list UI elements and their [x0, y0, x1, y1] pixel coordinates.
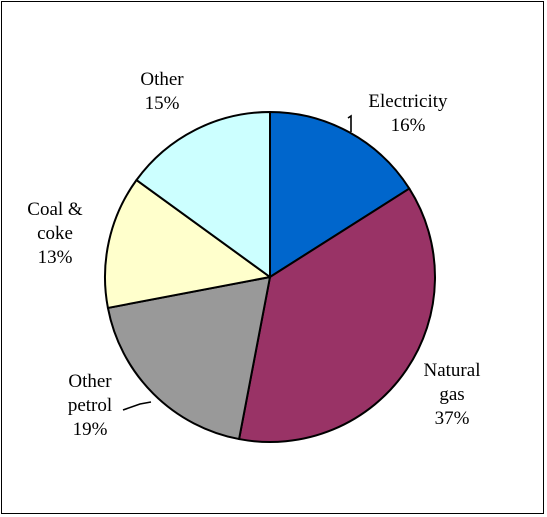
data-label-line: coke — [37, 223, 73, 244]
data-label-line: Electricity — [368, 91, 448, 112]
pie-slice-natural-gas — [238, 187, 436, 443]
data-label-line: 15% — [145, 93, 180, 114]
pie-slice-electricity — [269, 111, 411, 278]
data-label-other: Other 15% — [140, 69, 184, 114]
pie-slice-other-petrol — [106, 276, 271, 441]
data-label-electricity: Electricity 16% — [368, 91, 448, 136]
data-label-line: Other — [68, 371, 112, 392]
pie-slice-other — [135, 111, 271, 278]
leader-line-electricity — [347, 114, 352, 132]
data-label-line: Other — [140, 69, 184, 90]
data-label-line: petrol — [68, 395, 112, 416]
leader-lines — [122, 114, 352, 411]
data-label-line: 37% — [435, 408, 470, 429]
data-label-coal-and-coke: Coal & coke 13% — [27, 199, 83, 268]
pie-slices — [103, 111, 436, 443]
leader-line-other-petrol — [122, 401, 152, 411]
data-label-line: 16% — [391, 115, 426, 136]
data-label-line: 13% — [38, 247, 73, 268]
data-label-line: gas — [439, 384, 464, 405]
data-label-other-petrol: Other petrol 19% — [68, 371, 112, 440]
data-label-line: 19% — [73, 419, 108, 440]
data-label-line: Coal & — [27, 199, 83, 220]
data-label-line: Natural — [424, 360, 481, 381]
data-label-natural-gas: Natural gas 37% — [424, 360, 481, 429]
pie-slice-coal-and-coke — [103, 179, 271, 309]
slice-labels: Electricity 16% Natural gas 37% Other petrol 19… — [27, 69, 480, 440]
